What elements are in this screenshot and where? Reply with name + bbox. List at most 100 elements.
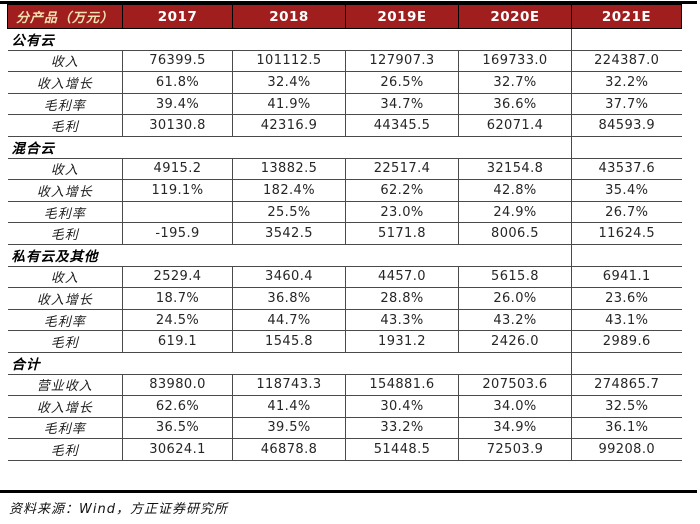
data-cell: 24.9% — [458, 200, 572, 223]
data-cell: 32.2% — [571, 71, 682, 94]
bottom-rule — [0, 490, 697, 493]
data-cell: 32.4% — [232, 71, 346, 94]
financial-table: 分产品（万元） 2017 2018 2019E 2020E 2021E 公有云收… — [7, 4, 682, 461]
data-cell: 5615.8 — [458, 265, 572, 288]
data-cell: 83980.0 — [122, 373, 233, 396]
table-row: 毛利率 24.5% 44.7% 43.3% 43.2% 43.1% — [7, 308, 682, 331]
table-row: 收入增长 61.8% 32.4% 26.5% 32.7% 32.2% — [7, 71, 682, 94]
data-cell: 23.6% — [571, 287, 682, 310]
data-cell: 118743.3 — [232, 373, 346, 396]
data-cell: 32.5% — [571, 395, 682, 418]
table-body: 公有云 收入 76399.5 101112.5 127907.3 169733.0 2243… — [7, 28, 682, 461]
row-label: 收入增长 — [7, 179, 123, 202]
row-label: 毛利 — [7, 114, 123, 137]
data-cell: 2529.4 — [122, 265, 233, 288]
row-label: 收入 — [7, 49, 123, 72]
data-cell: 154881.6 — [345, 373, 459, 396]
row-label: 毛利率 — [7, 92, 123, 115]
data-cell: 36.5% — [122, 416, 233, 439]
data-cell: 18.7% — [122, 287, 233, 310]
section-empty-cell — [571, 351, 682, 374]
top-rule — [0, 1, 697, 4]
year-column-header-2020e: 2020E — [458, 4, 572, 29]
data-cell: 11624.5 — [571, 222, 682, 245]
row-label: 毛利 — [7, 438, 123, 461]
section-title: 合计 — [7, 351, 572, 374]
section-empty-cell — [571, 28, 682, 51]
table-row: 收入 2529.4 3460.4 4457.0 5615.8 6941.1 — [7, 265, 682, 288]
data-cell: 26.5% — [345, 71, 459, 94]
data-cell: 22517.4 — [345, 157, 459, 180]
table-row: 毛利率 39.4% 41.9% 34.7% 36.6% 37.7% — [7, 92, 682, 115]
data-cell: 619.1 — [122, 330, 233, 353]
data-cell: 207503.6 — [458, 373, 572, 396]
table-row: 收入增长 18.7% 36.8% 28.8% 26.0% 23.6% — [7, 287, 682, 310]
table-row: 毛利 619.1 1545.8 1931.2 2426.0 2989.6 — [7, 330, 682, 353]
section-row: 公有云 — [7, 28, 682, 51]
data-cell: 3542.5 — [232, 222, 346, 245]
data-cell: 23.0% — [345, 200, 459, 223]
year-column-header-2017: 2017 — [122, 4, 233, 29]
section-row: 混合云 — [7, 135, 682, 159]
data-cell: 8006.5 — [458, 222, 572, 245]
section-empty-cell — [571, 135, 682, 159]
data-cell: 99208.0 — [571, 438, 682, 461]
data-cell: 76399.5 — [122, 49, 233, 72]
data-cell: 274865.7 — [571, 373, 682, 396]
data-cell: 44345.5 — [345, 114, 459, 137]
data-cell: 33.2% — [345, 416, 459, 439]
data-cell: 224387.0 — [571, 49, 682, 72]
section-row: 合计 — [7, 351, 682, 374]
data-cell: 36.1% — [571, 416, 682, 439]
data-cell: 28.8% — [345, 287, 459, 310]
data-cell: 43537.6 — [571, 157, 682, 180]
product-column-header: 分产品（万元） — [7, 4, 123, 29]
year-column-header-2018: 2018 — [232, 4, 346, 29]
data-cell: 6941.1 — [571, 265, 682, 288]
data-cell: 1545.8 — [232, 330, 346, 353]
data-cell: 101112.5 — [232, 49, 346, 72]
data-cell: 127907.3 — [345, 49, 459, 72]
data-cell: 1931.2 — [345, 330, 459, 353]
data-cell: 43.3% — [345, 308, 459, 331]
data-cell: 41.4% — [232, 395, 346, 418]
data-cell: 24.5% — [122, 308, 233, 331]
data-cell: 34.7% — [345, 92, 459, 115]
data-cell: 32.7% — [458, 71, 572, 94]
data-cell: 39.5% — [232, 416, 346, 439]
row-label: 营业收入 — [7, 373, 123, 396]
table-row: 收入增长 119.1% 182.4% 62.2% 42.8% 35.4% — [7, 179, 682, 202]
data-cell: 39.4% — [122, 92, 233, 115]
table-row: 毛利 30130.8 42316.9 44345.5 62071.4 84593.9 — [7, 114, 682, 137]
table-header-row: 分产品（万元） 2017 2018 2019E 2020E 2021E — [7, 4, 682, 29]
data-cell: 72503.9 — [458, 438, 572, 461]
data-cell: 36.8% — [232, 287, 346, 310]
data-cell: 5171.8 — [345, 222, 459, 245]
data-cell — [122, 200, 233, 223]
row-label: 毛利率 — [7, 200, 123, 223]
data-cell: 46878.8 — [232, 438, 346, 461]
data-cell: 42.8% — [458, 179, 572, 202]
section-title: 私有云及其他 — [7, 243, 572, 267]
data-cell: 32154.8 — [458, 157, 572, 180]
row-label: 收入 — [7, 265, 123, 288]
table-row: 毛利率 25.5% 23.0% 24.9% 26.7% — [7, 200, 682, 223]
section-title: 混合云 — [7, 135, 572, 159]
table-row: 毛利 30624.1 46878.8 51448.5 72503.9 99208.0 — [7, 438, 682, 461]
data-cell: 61.8% — [122, 71, 233, 94]
data-cell: 4457.0 — [345, 265, 459, 288]
section-row: 私有云及其他 — [7, 243, 682, 267]
data-cell: 62071.4 — [458, 114, 572, 137]
data-cell: 182.4% — [232, 179, 346, 202]
data-cell: 42316.9 — [232, 114, 346, 137]
data-cell: 44.7% — [232, 308, 346, 331]
data-cell: 62.6% — [122, 395, 233, 418]
data-cell: 37.7% — [571, 92, 682, 115]
table-row: 营业收入 83980.0 118743.3 154881.6 207503.6 27486… — [7, 373, 682, 396]
data-cell: 26.0% — [458, 287, 572, 310]
data-cell: 41.9% — [232, 92, 346, 115]
row-label: 收入 — [7, 157, 123, 180]
section-title: 公有云 — [7, 28, 572, 51]
table-row: 收入 76399.5 101112.5 127907.3 169733.0 224387.… — [7, 49, 682, 72]
data-cell: 34.9% — [458, 416, 572, 439]
